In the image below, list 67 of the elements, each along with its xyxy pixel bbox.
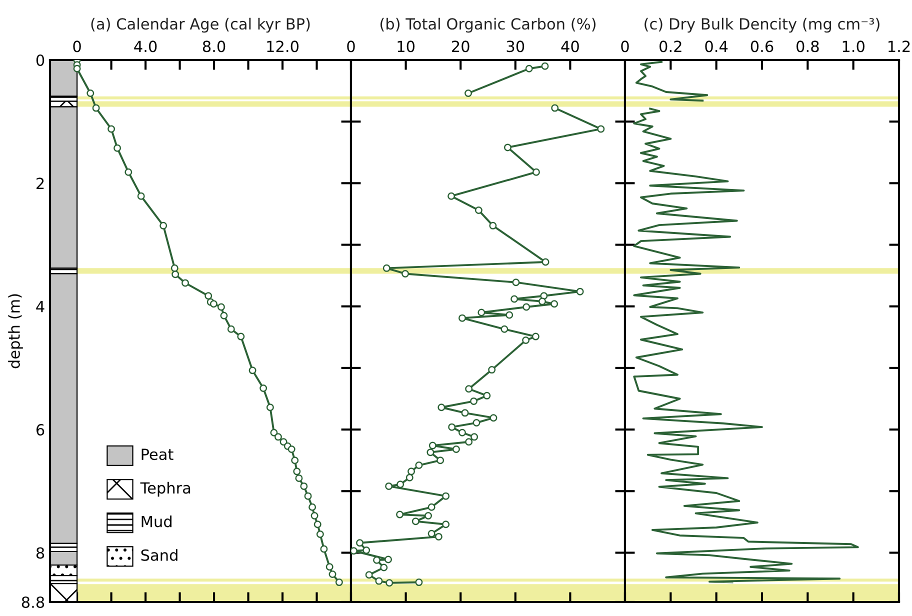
point [160, 222, 168, 230]
x-tick-label: 0.2 [660, 40, 682, 52]
annotation: Sand [141, 549, 178, 561]
point [86, 90, 94, 98]
point [220, 312, 228, 320]
point [326, 563, 334, 571]
y-tick-label: 8 [36, 547, 44, 559]
point [266, 404, 274, 412]
point [308, 503, 316, 511]
y-tick-label: 4 [36, 301, 44, 312]
x-tick-label: 20 [452, 40, 470, 52]
x-tick-label: 1.2 [888, 40, 910, 52]
point [92, 104, 100, 112]
point [124, 168, 132, 176]
point [320, 545, 328, 553]
point [328, 570, 336, 578]
annotation: Mud [142, 515, 172, 528]
x-tick-label: 0 [621, 40, 629, 52]
point [237, 332, 245, 340]
point [108, 125, 116, 133]
point [314, 520, 322, 528]
chart-title: (c) Dry Bulk Dencity (mg cm⁻³) [644, 18, 880, 33]
chart-title: (b) Total Organic Carbon (%) [380, 18, 596, 33]
point [293, 468, 301, 476]
x-tick-label: 0.6 [750, 40, 774, 52]
point [260, 384, 268, 392]
x-tick-label: 0 [347, 40, 355, 52]
x-tick-label: 0.8 [796, 40, 819, 52]
point [304, 492, 312, 500]
point [291, 456, 299, 464]
y-tick-label: 6 [36, 424, 44, 436]
point [73, 64, 81, 72]
x-tick-label: 4.0 [134, 40, 157, 52]
point [137, 192, 145, 200]
x-tick-label: 1.0 [842, 40, 864, 52]
x-tick-label: 0 [73, 40, 81, 52]
chart-title: (a) Calendar Age (cal kyr BP) [91, 18, 310, 33]
x-tick-label: 12.0 [267, 40, 299, 52]
point [300, 482, 308, 490]
point [280, 438, 288, 446]
point [270, 428, 278, 436]
point [295, 474, 303, 482]
y-tick-label: 2 [36, 178, 44, 189]
x-tick-label: 30 [506, 40, 524, 52]
point [310, 512, 318, 520]
x-tick-label: 10 [398, 40, 415, 52]
point [288, 446, 296, 454]
annotation: Peat [142, 448, 174, 460]
y-tick-label: 8.8 [22, 596, 44, 608]
y-axis-title: depth (m) [8, 294, 23, 368]
point [204, 292, 212, 300]
point [114, 144, 122, 152]
point [210, 300, 218, 308]
point [182, 279, 190, 287]
point [172, 270, 180, 278]
point [335, 578, 343, 586]
point [170, 264, 178, 272]
x-tick-label: 40 [561, 40, 579, 52]
y-tick-label: 0 [36, 54, 44, 66]
point [274, 433, 282, 441]
point [217, 303, 225, 311]
x-tick-label: 8.0 [202, 40, 226, 52]
point [227, 325, 235, 333]
x-tick-label: 0.4 [705, 40, 728, 52]
annotation: Tephra [140, 482, 190, 497]
point [248, 366, 256, 374]
point [316, 530, 324, 538]
